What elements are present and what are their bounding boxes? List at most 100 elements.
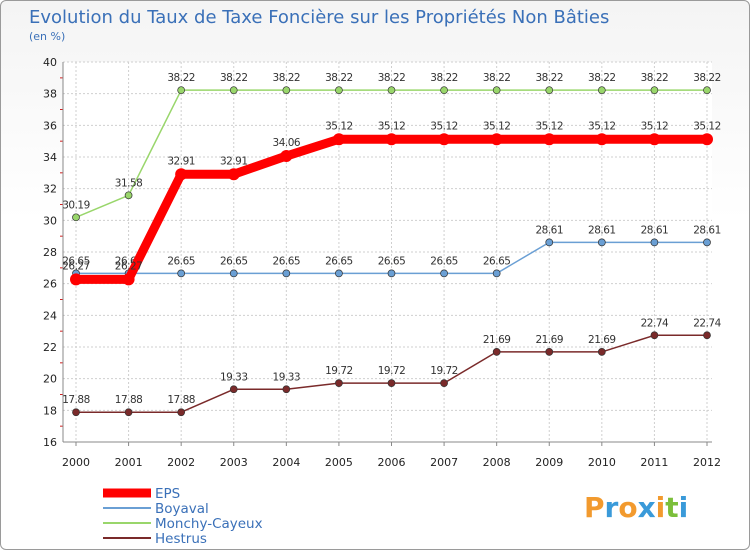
data-label: 28.61 [535, 224, 563, 236]
data-label: 38.22 [325, 72, 353, 84]
x-tick-label: 2009 [535, 456, 563, 469]
data-label: 35.12 [325, 120, 353, 132]
data-point [545, 86, 554, 95]
data-point [387, 86, 396, 95]
data-label: 38.22 [273, 72, 301, 84]
data-label: 32.91 [167, 155, 195, 167]
data-label: 38.22 [641, 72, 669, 84]
data-point [177, 86, 186, 95]
data-point [597, 238, 606, 247]
data-point [703, 238, 711, 247]
legend-item: EPS [103, 486, 180, 502]
legend-label: EPS [155, 486, 180, 502]
series-group: 17.88 17.88 17.88 19.33 19.33 19.72 19.72 19.72… [62, 72, 722, 417]
data-point [595, 133, 608, 146]
data-label: 26.65 [378, 255, 406, 267]
data-label: 26.27 [62, 260, 90, 272]
data-point [492, 86, 501, 95]
data-label: 31.58 [115, 177, 143, 189]
data-label: 26.65 [62, 255, 90, 267]
data-point [229, 86, 238, 95]
series-hestrus: 17.88 17.88 17.88 19.33 19.33 19.72 19.72 19.72… [62, 317, 722, 417]
chart-title: Evolution du Taux de Taxe Foncière sur l… [29, 7, 609, 28]
data-point [492, 348, 501, 356]
y-tick-label: 30 [43, 214, 57, 227]
data-point [387, 379, 396, 387]
legend-item: Hestrus [103, 531, 207, 547]
data-point [335, 379, 343, 387]
axes: 16 18 20 22 24 26 28 30 32 34 36 38 40 2000 2001 2002 20… [43, 56, 721, 469]
data-point [72, 213, 80, 222]
data-point [650, 86, 659, 95]
data-label: 19.33 [220, 371, 248, 383]
data-label: 38.22 [378, 72, 406, 84]
y-tick-label: 28 [43, 246, 57, 259]
data-point [72, 408, 80, 417]
chart-subtitle: (en %) [29, 30, 65, 43]
x-tick-label: 2004 [272, 456, 300, 469]
data-point [597, 348, 606, 356]
data-label: 30.19 [62, 199, 90, 211]
data-point [332, 133, 345, 146]
data-label: 17.88 [115, 394, 143, 406]
data-label: 38.22 [220, 72, 248, 84]
data-label: 28.61 [588, 224, 616, 236]
data-label: 38.22 [483, 72, 511, 84]
data-label: 38.22 [693, 72, 721, 84]
data-point [545, 238, 554, 247]
y-tick-label: 26 [43, 278, 57, 291]
data-label: 21.69 [483, 334, 511, 346]
x-tick-label: 2000 [62, 456, 90, 469]
y-tick-label: 36 [43, 119, 57, 132]
logo-letter: i [656, 491, 666, 524]
data-point [543, 133, 556, 146]
data-label: 22.74 [641, 317, 669, 329]
logo-letter: P [584, 491, 605, 524]
data-point [280, 150, 293, 163]
y-tick-label: 38 [43, 88, 57, 101]
data-label: 35.12 [430, 120, 458, 132]
data-point [440, 379, 448, 387]
data-label: 19.72 [430, 365, 458, 377]
data-label: 28.61 [693, 224, 721, 236]
data-point [335, 269, 343, 278]
data-point [387, 269, 396, 278]
data-point [177, 408, 186, 417]
data-label: 26.65 [220, 255, 248, 267]
data-label: 34.06 [273, 137, 301, 149]
y-tick-label: 22 [43, 341, 57, 354]
series-monchy-cayeux: 30.19 31.58 38.22 38.22 38.22 38.22 38.22 38.22… [62, 72, 721, 222]
data-label: 38.22 [588, 72, 616, 84]
y-tick-label: 40 [43, 56, 57, 69]
data-label: 26.65 [167, 255, 195, 267]
data-point [282, 86, 291, 95]
data-point [385, 133, 398, 146]
x-tick-label: 2005 [325, 456, 353, 469]
legend-item: Boyaval [103, 501, 209, 517]
data-point [701, 133, 713, 146]
data-label: 26.27 [115, 260, 143, 272]
x-tick-label: 2012 [693, 456, 721, 469]
data-point [703, 331, 711, 340]
x-tick-label: 2010 [588, 456, 616, 469]
logo-letter: t [665, 491, 678, 524]
data-point [492, 269, 501, 278]
legend-item: Monchy-Cayeux [103, 516, 263, 532]
data-label: 26.65 [483, 255, 511, 267]
data-label: 26.65 [430, 255, 458, 267]
x-tick-label: 2006 [378, 456, 406, 469]
data-label: 22.74 [693, 317, 721, 329]
x-tick-label: 2001 [115, 456, 143, 469]
data-label: 21.69 [535, 334, 563, 346]
data-point [490, 133, 503, 146]
x-tick-label: 2008 [483, 456, 511, 469]
data-label: 32.91 [220, 155, 248, 167]
legend-label: Monchy-Cayeux [155, 516, 263, 532]
data-label: 26.65 [273, 255, 301, 267]
data-label: 35.12 [535, 120, 563, 132]
data-point [177, 269, 186, 278]
y-tick-label: 34 [43, 151, 57, 164]
data-label: 35.12 [693, 120, 721, 132]
